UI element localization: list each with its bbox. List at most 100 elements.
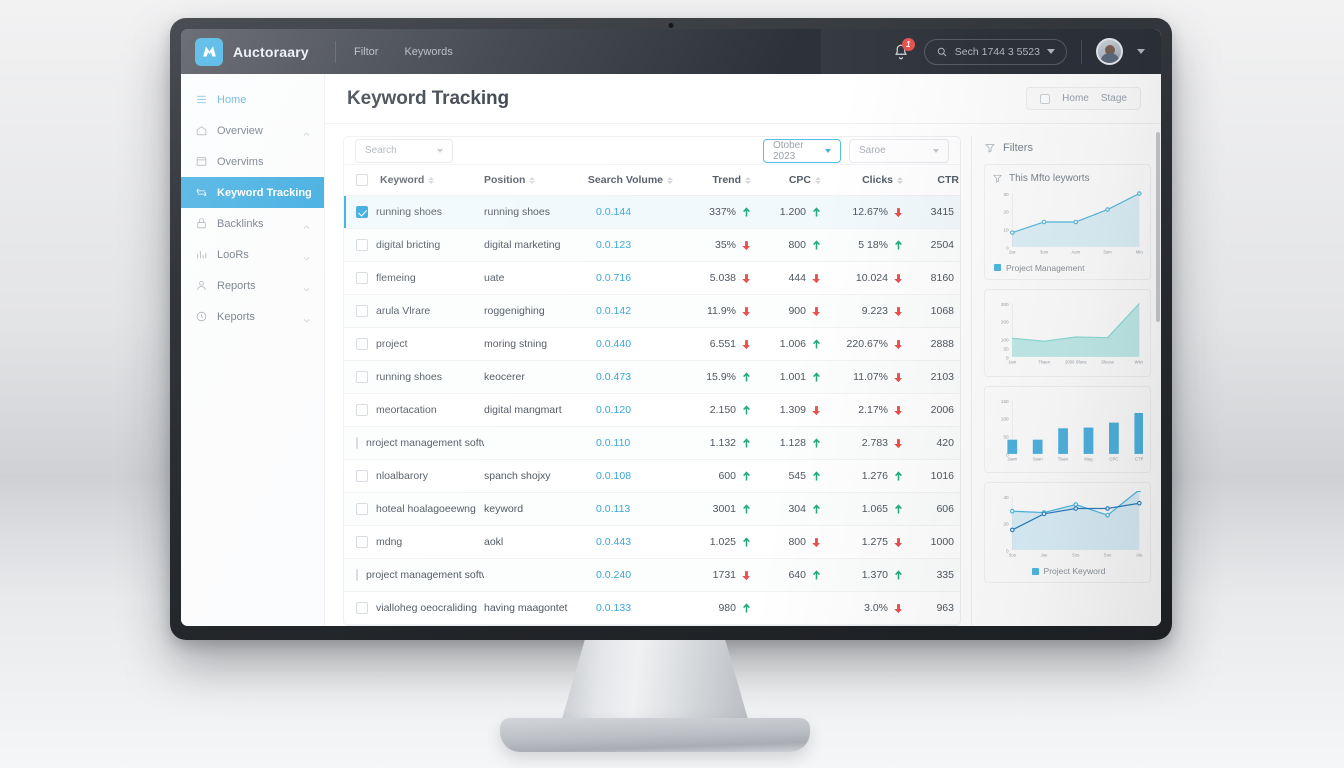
row-checkbox[interactable] (356, 437, 358, 449)
row-checkbox[interactable] (356, 536, 368, 548)
trend-up-icon (742, 602, 751, 614)
column-header-trend[interactable]: Trend (682, 165, 760, 196)
search-input[interactable]: Search (355, 138, 453, 163)
sidebar-item-home[interactable]: Home (181, 84, 324, 115)
table-row[interactable]: nloalbarory spanch shojxy 0.0.108 600 545 1.2… (344, 459, 960, 493)
row-checkbox[interactable] (356, 602, 368, 614)
cell-clicks-value: 10.024 (855, 272, 888, 284)
filters-panel: Filters This Mfto leyworts 0 10 20 30 2ax 3om A… (971, 136, 1161, 626)
sidebar-item-backlinks[interactable]: Backlinks (181, 208, 324, 239)
select-all-checkbox[interactable] (356, 174, 368, 186)
table-row[interactable]: mdng aokl 0.0.443 1.025 800 1.275 1000 (344, 525, 960, 559)
sidebar-item-keyword-tracking[interactable]: Keyword Tracking (181, 177, 324, 208)
filters-header[interactable]: Filters (984, 142, 1151, 154)
top-nav-item-1[interactable]: Keywords (404, 45, 453, 58)
cell-keyword-text: flemeing (376, 272, 416, 284)
cell-cpc: 444 (760, 261, 830, 295)
avatar[interactable] (1096, 38, 1123, 65)
table-row[interactable]: running shoes running shoes 0.0.144 337% 1.2… (344, 195, 960, 229)
row-checkbox[interactable] (356, 470, 368, 482)
chart-canvas: 0 50 100 150 Jawn Saan Tlaen Mag CPC CTR (1001, 399, 1143, 461)
chart-legend: Project Management (992, 263, 1143, 273)
cell-cpc-value: 1.001 (779, 371, 806, 383)
cell-clicks-value: 220.67% (846, 338, 888, 350)
notifications-button[interactable]: 1 (892, 37, 915, 61)
sidebar-item-keports[interactable]: Keports (181, 301, 324, 332)
trend-up-icon (812, 437, 821, 449)
x-tick-label: Slevas (1101, 359, 1114, 364)
sort-indicator-icon[interactable] (897, 176, 903, 184)
column-header-position[interactable]: Position (484, 165, 596, 196)
row-checkbox[interactable] (356, 371, 368, 383)
column-header-cpc[interactable]: CPC (760, 165, 830, 196)
chart-title: This Mfto leyworts (1009, 173, 1090, 184)
cell-cpc: 800 (760, 525, 830, 559)
sort-indicator-icon[interactable] (745, 176, 751, 184)
row-checkbox[interactable] (356, 503, 368, 515)
column-header-clicks[interactable]: Clicks (830, 165, 912, 196)
sort-select[interactable]: Saroe (849, 138, 949, 163)
header-actions: 1 Sech 1744 3 5523 (892, 37, 1161, 65)
top-nav-item-0[interactable]: Filtor (354, 45, 379, 58)
table-row[interactable]: meortacation digital mangmart 0.0.120 2.150… (344, 393, 960, 427)
row-checkbox[interactable] (356, 305, 368, 317)
header-search[interactable]: Sech 1744 3 5523 (923, 38, 1067, 65)
sort-indicator-icon[interactable] (815, 176, 821, 184)
table-row[interactable]: running shoes keocerer 0.0.473 15.9% 1.001 11… (344, 360, 960, 394)
sidebar-item-reports[interactable]: Reports (181, 270, 324, 301)
trend-up-icon (742, 206, 751, 218)
y-tick-label: 100 (1001, 337, 1009, 342)
table-row[interactable]: hoteal hoalagoeewng keyword 0.0.113 3001 304… (344, 492, 960, 526)
table-row[interactable]: vialloheg oeocraliding having maagontet 0.… (344, 591, 960, 625)
breadcrumb-item-1[interactable]: Stage (1100, 93, 1127, 104)
row-checkbox[interactable] (356, 404, 368, 416)
cell-trend-value: 337% (709, 206, 736, 218)
row-checkbox[interactable] (356, 206, 368, 218)
column-header-ctr[interactable]: CTR (912, 165, 960, 196)
clock-icon (194, 310, 208, 324)
sidebar-item-overview[interactable]: Overview (181, 115, 324, 146)
table-row[interactable]: flemeing uate 0.0.716 5.038 444 10.024 8160 (344, 261, 960, 295)
cell-keyword-text: meortacation (376, 404, 437, 416)
cell-cpc-value: 800 (788, 239, 806, 251)
breadcrumb-item-0[interactable]: Home (1062, 93, 1089, 104)
sidebar-item-overvims[interactable]: Overvims (181, 146, 324, 177)
trend-down-icon (894, 603, 903, 614)
row-checkbox[interactable] (356, 338, 368, 350)
sort-indicator-icon[interactable] (667, 176, 673, 184)
trend-flat-icon (960, 306, 961, 317)
x-tick-label: 3om (1103, 249, 1112, 254)
sort-indicator-icon[interactable] (428, 176, 435, 184)
table-row[interactable]: arula Vlrare roggenighing 0.0.142 11.9% 900 9… (344, 294, 961, 328)
row-checkbox[interactable] (356, 569, 358, 581)
table-row[interactable]: nroject management software egitel aolat… (344, 426, 961, 460)
breadcrumb[interactable]: Home Stage (1026, 87, 1141, 110)
month-select[interactable]: Otober 2023 (763, 138, 841, 163)
cell-ctr-value: 335 (936, 569, 954, 581)
table-row[interactable]: project management software n 0.0.240 1731… (344, 558, 960, 592)
cell-ctr: 963 (912, 591, 960, 625)
cell-ctr-value: 2888 (930, 338, 954, 350)
cell-ctr-value: 963 (936, 602, 954, 614)
row-checkbox[interactable] (356, 239, 368, 251)
sort-indicator-icon[interactable] (529, 176, 536, 184)
cell-cpc-value: 1.309 (779, 404, 806, 416)
brand[interactable]: Auctoraary (181, 37, 331, 66)
cell-clicks-value: 1.065 (861, 503, 888, 515)
data-point (1105, 506, 1110, 512)
column-header-search-volume[interactable]: Search Volume (588, 165, 682, 196)
chart-legend: Project Keyword (992, 566, 1143, 576)
table-row[interactable]: digital bricting digital marketing 0.0.123… (344, 228, 960, 262)
table-toolbar: Search Otober 2023 Saroe (344, 137, 960, 165)
sidebar-item-loors[interactable]: LooRs (181, 239, 324, 270)
cell-trend-value: 1.132 (709, 437, 736, 449)
vertical-scrollbar[interactable] (1156, 132, 1160, 322)
sort-select-value: Saroe (859, 145, 886, 156)
account-chevron-down-icon[interactable] (1137, 49, 1145, 54)
cell-trend: 15.9% (682, 360, 760, 394)
sidebar-item-label: Home (217, 93, 247, 106)
row-checkbox[interactable] (356, 272, 368, 284)
data-point (1105, 207, 1110, 212)
table-row[interactable]: project moring stning 0.0.440 6.551 1.006 220… (344, 327, 960, 361)
trend-flat-icon (960, 438, 961, 449)
